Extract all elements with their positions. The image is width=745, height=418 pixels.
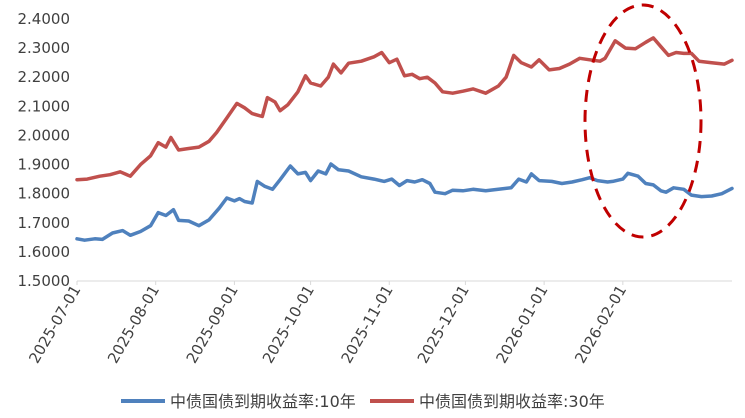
- y-tick-label: 2.0000: [18, 126, 71, 144]
- y-axis-tick-labels: 2.4000 2.3000 2.2000 2.1000 2.0000 1.9000 1.80…: [18, 10, 71, 290]
- x-tick-label: 2025-12-01: [414, 282, 473, 367]
- y-tick-label: 1.6000: [18, 243, 71, 261]
- x-tick-label: 2025-07-01: [25, 282, 84, 367]
- x-tick-label: 2025-11-01: [338, 282, 397, 367]
- x-tick-label: 2025-10-01: [259, 282, 318, 367]
- x-tick-label: 2025-09-01: [183, 282, 242, 367]
- x-tick-label: 2026-01-01: [492, 282, 551, 367]
- series-line-30y: [75, 36, 734, 182]
- y-tick-label: 1.9000: [18, 156, 71, 174]
- x-tick-label: 2025-08-01: [104, 282, 163, 367]
- y-tick-label: 2.1000: [18, 97, 71, 115]
- series-line-10y: [75, 162, 734, 242]
- y-tick-label: 1.7000: [18, 214, 71, 232]
- highlight-ellipse: [583, 3, 703, 239]
- x-tick-label: 2026-02-01: [571, 282, 630, 367]
- y-tick-label: 2.2000: [18, 68, 71, 86]
- x-axis-tick-labels: 2025-07-01 2025-08-01 2025-09-01 2025-10-01…: [25, 281, 630, 367]
- y-tick-label: 2.3000: [18, 39, 71, 57]
- legend-label-30y: 中债国债到期收益率:30年: [419, 392, 605, 411]
- legend: 中债国债到期收益率:10年 中债国债到期收益率:30年: [121, 392, 605, 411]
- y-tick-label: 1.5000: [18, 272, 71, 290]
- y-tick-label: 1.8000: [18, 185, 71, 203]
- series-lines: [75, 36, 734, 242]
- legend-label-10y: 中债国债到期收益率:10年: [170, 392, 356, 411]
- y-tick-label: 2.4000: [18, 10, 71, 28]
